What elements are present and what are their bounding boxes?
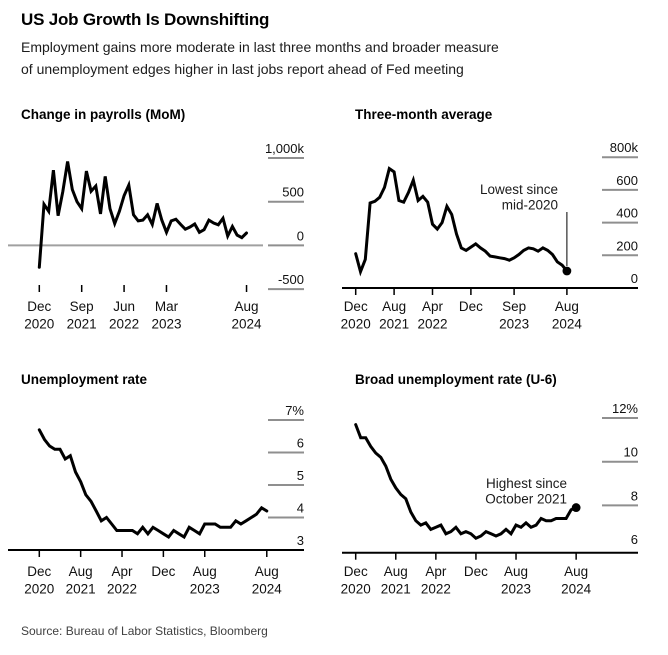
- payrolls-mom-x-tick-year: 2023: [151, 317, 181, 332]
- three-month-average-x-tick-year: 2020: [341, 317, 371, 332]
- unemployment-rate-x-tick-year: 2021: [66, 582, 96, 597]
- broad-unemployment-u6-y-tick-label: 12%: [612, 401, 638, 416]
- payrolls-mom-y-tick-label: 500: [282, 185, 304, 200]
- broad-unemployment-u6-y-tick-label: 6: [631, 532, 638, 547]
- unemployment-rate-x-tick-year: 2024: [252, 582, 283, 597]
- three-month-average-x-tick-month: Dec: [344, 299, 368, 314]
- unemployment-rate-chart: 7% 6 5 4 3 Dec 2020 Aug 2021 Apr 2022 Dec Aug 2023 Aug…: [8, 403, 304, 597]
- broad-unemployment-u6-x-tick-month: Aug: [564, 564, 588, 579]
- unemployment-rate-x-tick-month: Aug: [193, 564, 217, 579]
- three-month-average-chart-title: Three-month average: [355, 107, 493, 122]
- broad-unemployment-u6-x-tick-month: Dec: [464, 564, 488, 579]
- payrolls-mom-y-tick-label: 1,000k: [265, 141, 305, 156]
- broad-unemployment-u6-x-tick-year: 2022: [421, 582, 451, 597]
- unemployment-rate-y-tick-label: 4: [297, 501, 304, 516]
- unemployment-rate-chart-title: Unemployment rate: [21, 372, 148, 387]
- payrolls-mom-x-tick-year: 2022: [109, 317, 139, 332]
- three-month-average-line: [354, 166, 569, 277]
- three-month-average-y-tick-label: 800k: [610, 140, 639, 155]
- payrolls-mom-x-tick-month: Dec: [27, 299, 51, 314]
- three-month-average-end-dot: [562, 266, 572, 276]
- payrolls-mom-x-tick-year: 2024: [232, 317, 263, 332]
- unemployment-rate-x-tick-year: 2022: [107, 582, 137, 597]
- three-month-average-x-tick-month: Aug: [382, 299, 406, 314]
- broad-unemployment-u6-x-tick-year: 2023: [501, 582, 531, 597]
- unemployment-rate-x-tick-month: Apr: [112, 564, 134, 579]
- u6-unemployment-rate-chart: 12% 10 8 6 Dec 2020 Aug 2021 Apr 2022 Dec Aug 2023 Au…: [341, 401, 639, 597]
- payrolls-mom-x-tick-month: Sep: [70, 299, 94, 314]
- unemployment-rate-y-tick-label: 7%: [285, 403, 304, 418]
- unemployment-rate-x-tick-month: Aug: [255, 564, 279, 579]
- subtitle-line-1: Employment gains more moderate in last t…: [21, 39, 499, 55]
- payrolls-mom-y-tick-label: -500: [278, 272, 304, 287]
- payrolls-mom-x-tick-year: 2020: [24, 317, 54, 332]
- broad-unemployment-u6-y-tick-label: 10: [624, 445, 638, 460]
- payrolls-mom-chart: 1,000k 500 0 -500 Dec 2020 Sep 2021 Jun 2022 Mar 20…: [8, 141, 305, 332]
- three-month-average-y-tick-label: 600: [616, 173, 638, 188]
- three-month-average-y-tick-label: 400: [616, 206, 638, 221]
- three-month-average-x-tick-month: Aug: [555, 299, 579, 314]
- unemployment-rate-x-tick-year: 2020: [24, 582, 54, 597]
- unemployment-rate-x-tick-month: Aug: [69, 564, 93, 579]
- three-month-average-x-tick-year: 2023: [499, 317, 529, 332]
- three-month-average-x-tick-year: 2024: [552, 317, 583, 332]
- broad-unemployment-u6-x-tick-month: Apr: [425, 564, 447, 579]
- broad-unemployment-u6-x-tick-month: Aug: [504, 564, 528, 579]
- three-month-average-y-tick-label: 0: [631, 271, 638, 286]
- subtitle-line-2: of unemployment edges higher in last job…: [21, 61, 464, 77]
- unemployment-rate-y-tick-label: 3: [297, 533, 304, 548]
- payrolls-mom-x-tick-month: Aug: [235, 299, 259, 314]
- broad-unemployment-u6-line: [354, 423, 578, 540]
- three-month-average-x-tick-year: 2021: [379, 317, 409, 332]
- broad-unemployment-u6-x-tick-year: 2024: [561, 582, 592, 597]
- unemployment-rate-x-tick-year: 2023: [190, 582, 220, 597]
- three-month-average-x-tick-month: Apr: [422, 299, 444, 314]
- payrolls-mom-x-tick-year: 2021: [67, 317, 97, 332]
- unemployment-rate-y-tick-label: 5: [297, 468, 304, 483]
- unemployment-rate-x-tick-month: Dec: [27, 564, 51, 579]
- payrolls-mom-y-tick-label: 0: [297, 228, 304, 243]
- broad-unemployment-u6-y-tick-label: 8: [631, 488, 638, 503]
- three-month-average-annotation-text: mid-2020: [502, 198, 558, 213]
- broad-unemployment-u6-annotation-text: Highest since: [486, 476, 567, 491]
- broad-unemployment-u6-x-tick-year: 2020: [341, 582, 371, 597]
- three-month-average-chart: 800k 600 400 200 0 Dec 2020 Aug 2021 Apr 2022 Dec Se…: [341, 140, 639, 332]
- payrolls-chart-title: Change in payrolls (MoM): [21, 107, 186, 122]
- three-month-average-annotation-text: Lowest since: [480, 182, 558, 197]
- three-month-average-x-tick-month: Sep: [502, 299, 526, 314]
- payrolls-mom-x-tick-month: Mar: [155, 299, 179, 314]
- three-month-average-x-tick-month: Dec: [459, 299, 483, 314]
- payrolls-mom-line: [37, 161, 248, 269]
- three-month-average-y-tick-label: 200: [616, 238, 638, 253]
- unemployment-rate-line: [37, 428, 269, 540]
- page-title: US Job Growth Is Downshifting: [21, 10, 270, 29]
- unemployment-rate-y-tick-label: 6: [297, 436, 304, 451]
- page-subtitle: Employment gains more moderate in last t…: [21, 36, 499, 80]
- broad-unemployment-u6-x-tick-year: 2021: [381, 582, 411, 597]
- payrolls-mom-x-tick-month: Jun: [113, 299, 135, 314]
- broad-unemployment-u6-x-tick-month: Dec: [344, 564, 368, 579]
- broad-unemployment-u6-x-tick-month: Aug: [384, 564, 408, 579]
- unemployment-rate-x-tick-month: Dec: [151, 564, 175, 579]
- broad-unemployment-u6-annotation-text: October 2021: [485, 492, 567, 507]
- broad-unemployment-u6-end-dot: [571, 503, 581, 512]
- u6-rate-chart-title: Broad unemployment rate (U-6): [355, 372, 557, 387]
- source-note: Source: Bureau of Labor Statistics, Bloo…: [21, 624, 268, 638]
- three-month-average-x-tick-year: 2022: [417, 317, 447, 332]
